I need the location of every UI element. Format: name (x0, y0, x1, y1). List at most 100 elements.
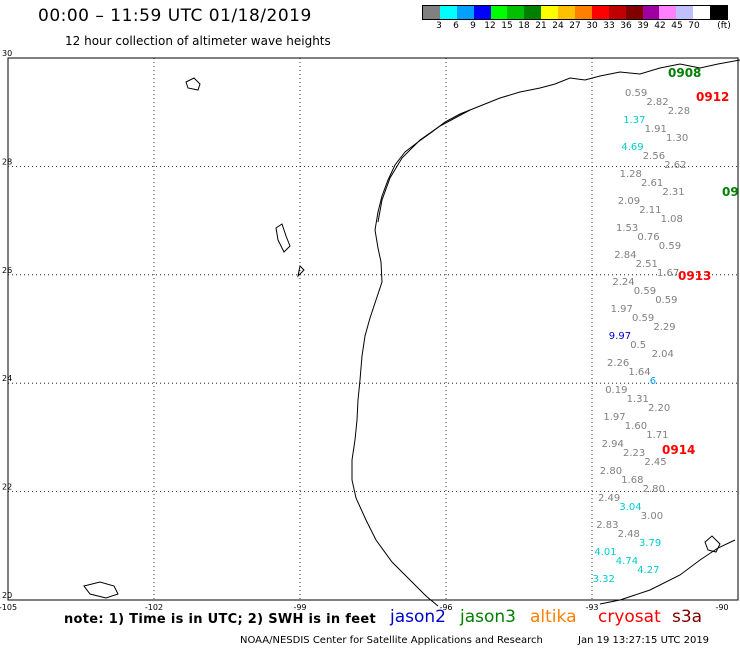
scale-swatch (456, 6, 474, 19)
scale-swatch (625, 6, 643, 19)
wave-height-value: 6 (650, 376, 656, 387)
lat-tick-label: 28 (2, 157, 12, 166)
wave-height-value: 2.24 (612, 277, 634, 288)
wave-height-value: 0.59 (659, 241, 681, 252)
scale-swatch (541, 6, 559, 19)
scale-swatch (591, 6, 609, 19)
wave-height-value: 2.11 (639, 205, 661, 216)
wave-height-value: 2.31 (662, 187, 684, 198)
wave-height-value: 2.28 (668, 106, 690, 117)
wave-height-value: 2.84 (614, 250, 636, 261)
scale-unit: (ft) (717, 21, 731, 31)
island-1 (185, 77, 201, 91)
wave-height-value: 2.20 (648, 403, 670, 414)
wave-height-value: 2.82 (646, 97, 668, 108)
wave-height-value: 2.80 (643, 484, 665, 495)
wave-height-value: 1.31 (627, 394, 649, 405)
scale-swatch (439, 6, 457, 19)
wave-height-value: 1.71 (646, 430, 668, 441)
wave-height-value: 2.48 (618, 529, 640, 540)
wave-height-value: 2.83 (596, 520, 618, 531)
scale-swatch (642, 6, 660, 19)
lon-tick-label: -105 (0, 603, 17, 612)
lat-tick-label: 24 (2, 374, 12, 383)
scale-label: 15 (501, 21, 513, 31)
wave-height-value: 2.29 (653, 322, 675, 333)
wave-height-value: 1.97 (603, 412, 625, 423)
legend-item-jason2: jason2 (390, 607, 446, 627)
scale-swatch (676, 6, 694, 19)
wave-height-value: 2.56 (643, 151, 665, 162)
scale-label: 3 (436, 21, 442, 31)
lat-tick-label: 20 (2, 591, 12, 600)
scale-swatch (558, 6, 576, 19)
coastline (83, 59, 740, 607)
generated-timestamp: Jan 19 13:27:15 UTC 2019 (578, 635, 710, 646)
wave-height-value: 0.59 (634, 286, 656, 297)
wave-height-value: 3.32 (593, 574, 615, 585)
wave-height-value: 1.97 (611, 304, 633, 315)
color-scale-labels: 3 6 9 12 15 18 21 24 27 30 33 36 39 42 45 70 (ft) (422, 20, 731, 34)
wave-height-value: 9.97 (609, 331, 631, 342)
wave-height-value: 0.59 (632, 313, 654, 324)
pass-label: 0913 (678, 269, 711, 283)
wave-height-values: 0.592.822.281.371.911.304.692.562.621.28… (593, 88, 690, 585)
island-3 (83, 581, 119, 599)
wave-height-value: 4.74 (616, 556, 638, 567)
wave-height-value: 2.09 (618, 196, 640, 207)
map-subtitle: 12 hour collection of altimeter wave hei… (65, 34, 331, 48)
gulf-coastline (351, 59, 740, 607)
island-5 (297, 264, 305, 278)
scale-label: 9 (470, 21, 476, 31)
scale-label: 36 (620, 21, 632, 31)
wave-height-value: 1.68 (621, 475, 643, 486)
scale-swatch (423, 6, 440, 19)
legend-item-s3a: s3a (672, 607, 703, 627)
scale-label: 6 (453, 21, 459, 31)
lon-tick-label: -99 (293, 603, 306, 612)
wave-height-value: 2.62 (664, 160, 686, 171)
wave-height-value: 1.28 (620, 169, 642, 180)
scale-swatch (659, 6, 677, 19)
scale-swatch (507, 6, 525, 19)
wave-height-value: 1.30 (666, 133, 688, 144)
lat-tick-label: 30 (2, 49, 12, 58)
yucatan-coast (599, 539, 736, 605)
wave-height-value: 3.04 (619, 502, 641, 513)
lat-tick-label: 26 (2, 266, 12, 275)
wave-height-value: 2.51 (636, 259, 658, 270)
lon-tick-label: -102 (145, 603, 163, 612)
color-scale-bar (422, 5, 728, 20)
scale-swatch (710, 6, 728, 19)
scale-swatch (693, 6, 711, 19)
legend-item-altika: altika (530, 607, 577, 627)
wave-height-value: 2.26 (607, 358, 629, 369)
map-frame (7, 57, 739, 601)
footer-note: note: 1) Time is in UTC; 2) SWH is in fe… (64, 612, 376, 627)
wave-height-value: 2.23 (623, 448, 645, 459)
pass-label: 0914 (662, 443, 695, 457)
scale-label: 27 (569, 21, 581, 31)
wave-height-value: 3.79 (639, 538, 661, 549)
wave-height-value: 0.76 (637, 232, 659, 243)
wave-height-value: 2.61 (641, 178, 663, 189)
wave-height-value: 2.45 (644, 457, 666, 468)
scale-label: 12 (484, 21, 496, 31)
lat-tick-label: 22 (2, 483, 12, 492)
wave-height-value: 1.08 (661, 214, 683, 225)
scale-label: 42 (654, 21, 666, 31)
pass-label: 09 (722, 185, 739, 199)
wave-height-value: 2.80 (600, 466, 622, 477)
island-2 (275, 223, 291, 253)
scale-label: 18 (518, 21, 530, 31)
barrier-island (377, 109, 471, 223)
scale-label: 70 (688, 21, 700, 31)
wave-height-value: 4.69 (621, 142, 643, 153)
lon-tick-label: -96 (439, 603, 452, 612)
lon-tick-label: -93 (585, 603, 598, 612)
lon-tick-label: -90 (715, 603, 728, 612)
wave-height-value: 1.53 (616, 223, 638, 234)
wave-height-value: 2.04 (652, 349, 674, 360)
